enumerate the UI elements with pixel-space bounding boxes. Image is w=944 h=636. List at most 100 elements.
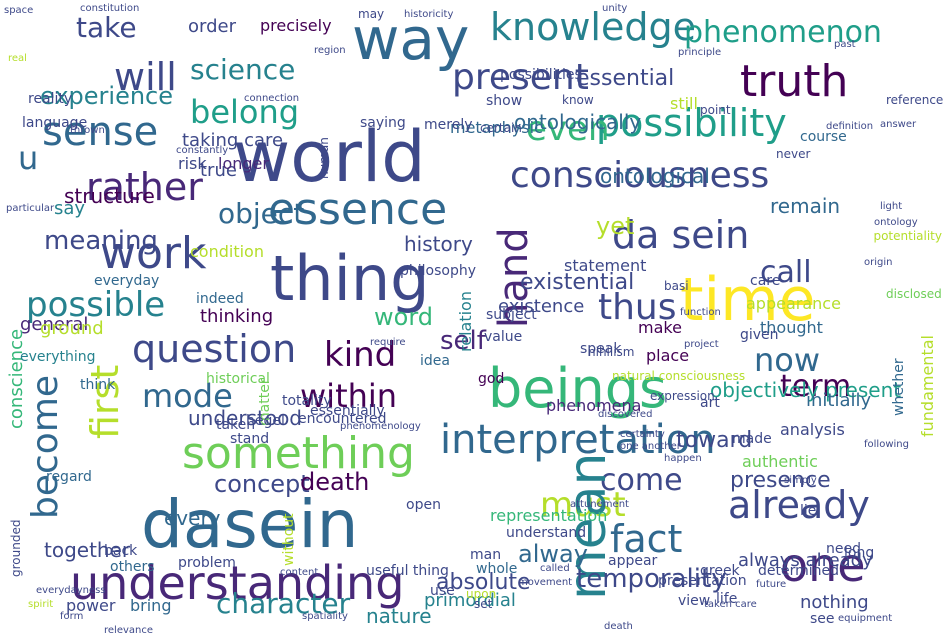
word-129: essentially [310,403,385,419]
word-202: following [864,439,909,450]
word-64: ontological [600,164,710,188]
word-82: analysis [780,420,845,439]
word-204: constantly [176,145,229,156]
word-54: order [188,16,236,37]
word-81: initially [806,390,872,411]
word-30: thus [598,287,677,328]
word-157: disclosed [886,287,942,301]
word-28: must [540,485,626,525]
word-138: regard [46,469,92,485]
word-103: merely [424,117,473,133]
word-96: still [670,94,698,113]
word-86: thought [760,318,823,337]
word-2: thing [270,242,430,315]
word-80: nothing [800,592,869,613]
word-192: historicity [404,9,454,20]
word-183: project [684,339,719,350]
word-66: remain [770,194,841,218]
word-67: existential [520,270,635,295]
word-98: taking care [182,130,284,151]
word-186: spirit [28,599,54,610]
word-124: think [80,377,116,393]
word-143: man [470,547,502,563]
word-55: precisely [260,16,332,35]
word-123: god [478,371,505,387]
word-99: risk [178,154,207,173]
word-11: consciousness [510,155,770,196]
word-110: philosophy [400,263,477,279]
word-142: useful thing [366,563,449,579]
word-167: human [317,137,331,179]
word-18: rather [86,165,203,209]
word-60: toward [676,428,753,453]
word-194: future [756,579,787,590]
word-207: thrown [70,125,105,136]
word-120: art [700,395,720,411]
word-171: unity [602,3,628,14]
word-172: past [834,39,856,50]
word-91: ground [40,318,104,339]
word-95: statement [564,256,647,275]
word-77: power [66,596,116,615]
word-7: time [680,265,816,335]
word-169: constitution [80,3,140,14]
word-146: presentation [658,573,747,589]
word-132: understand [506,525,587,541]
word-37: first [83,364,127,439]
word-40: science [190,53,296,86]
word-58: word [374,303,433,331]
word-105: possibilities [500,67,582,83]
word-155: without [281,513,297,566]
word-109: never [776,147,811,161]
word-130: encountered [298,411,387,427]
word-76: nature [366,604,432,628]
word-107: language [22,115,88,131]
word-200: happen [664,453,702,464]
word-6: something [182,428,415,479]
word-42: da sein [612,213,750,257]
word-165: natural consciousness [612,369,746,383]
word-10: interpretation [440,417,716,463]
word-8: truth [740,56,849,107]
word-106: reality [28,91,73,107]
word-72: understood [188,406,303,430]
word-136: need [826,541,861,557]
word-148: life [716,591,738,607]
word-57: structure [64,184,155,208]
word-185: connection [244,93,300,104]
word-174: definition [826,121,874,132]
word-49: meaning [44,226,158,256]
word-108: course [800,129,847,145]
word-191: spatiality [302,611,348,622]
word-170: real [8,53,27,64]
word-164: nihilism [588,345,635,359]
word-127: totality [282,393,332,409]
word-195: movement [518,577,573,588]
word-47: temporality [576,564,727,594]
word-201: one another [620,441,681,452]
word-147: determined [758,563,840,579]
word-1: way [352,5,470,73]
word-116: given [740,327,779,343]
word-78: bring [130,596,172,615]
word-176: ontology [874,217,918,228]
word-139: back [104,543,138,559]
word-75: absolute [436,570,531,595]
word-14: possibility [596,101,787,145]
word-88: place [646,346,690,365]
word-25: already [728,483,870,527]
word-161: know [562,93,594,107]
word-71: thinking [200,306,274,327]
word-178: light [880,201,903,212]
word-73: every [164,506,221,530]
word-145: whole [476,561,518,577]
word-115: value [484,329,523,345]
word-16: will [114,55,177,99]
word-140: others [110,559,155,575]
word-134: greek [700,563,740,579]
word-119: speak [580,341,622,357]
word-203: simply [784,475,817,486]
word-205: region [314,45,346,56]
word-111: condition [190,242,264,261]
